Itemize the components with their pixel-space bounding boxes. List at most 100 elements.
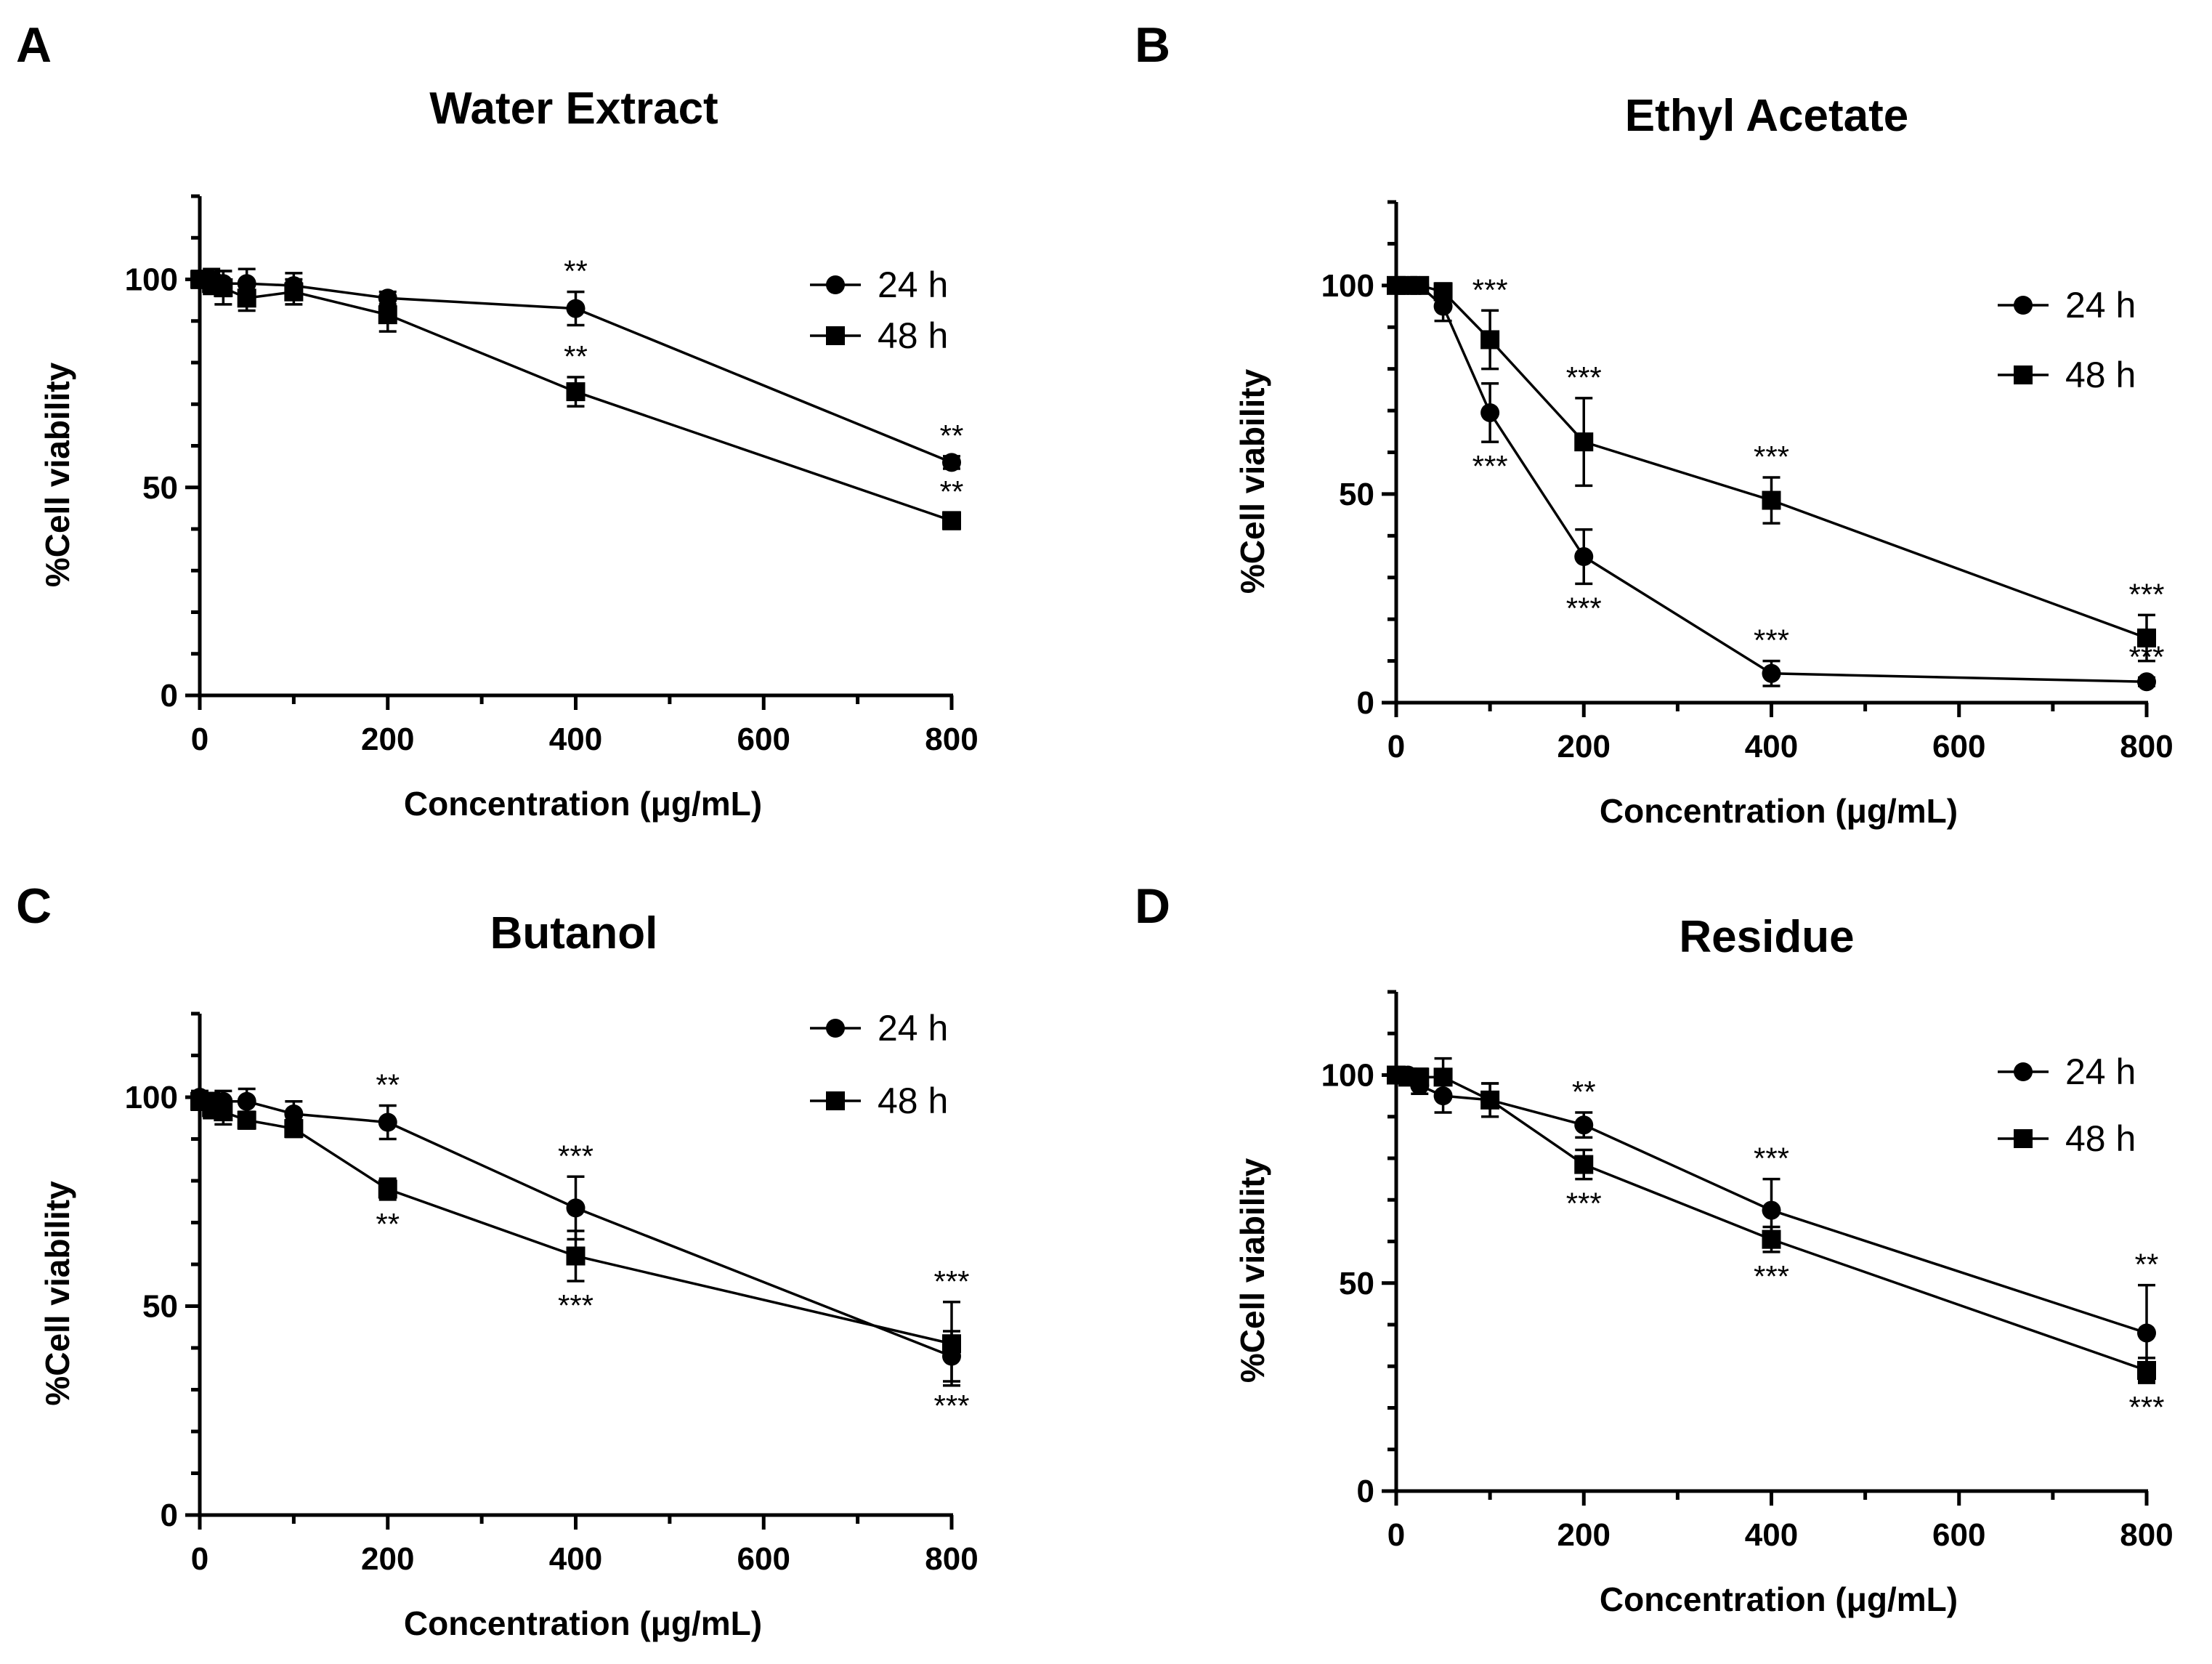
data-point-square [378, 305, 397, 325]
data-point-square [2137, 1360, 2156, 1380]
y-tick-label: 0 [161, 1498, 178, 1533]
panel-b: B Ethyl Acetate 0 50 100 0 200 400 600 800 Concent… [1135, 17, 2173, 830]
data-point-square [1433, 282, 1453, 302]
data-point-circle [566, 299, 586, 318]
y-tick-label: 50 [142, 1289, 178, 1325]
legend-marker-square [2014, 365, 2033, 384]
y-tick-label: 0 [1357, 1474, 1374, 1509]
legend-marker-circle [2014, 296, 2033, 315]
series-24h: *******24 h [1387, 1051, 2159, 1383]
significance-label: *** [1754, 623, 1789, 658]
x-tick-label: 600 [1932, 729, 1985, 764]
significance-label: *** [1754, 440, 1789, 474]
x-tick-label: 0 [1387, 1517, 1405, 1553]
legend-marker-square [826, 1091, 845, 1110]
y-axis-label: %Cell viability [39, 1181, 76, 1406]
panel-letter: C [16, 879, 52, 934]
data-point-square [1574, 432, 1594, 452]
x-tick-label: 800 [2120, 729, 2173, 764]
significance-label: *** [1472, 449, 1508, 483]
legend-label: 48 h [878, 1081, 948, 1121]
panel-d: D Residue 0 50 100 0 200 400 600 800 Concentration… [1135, 879, 2173, 1618]
x-axis-label: Concentration (μg/mL) [1600, 792, 1958, 830]
data-point-circle [566, 1198, 586, 1218]
series-24h: ********24 h [190, 1008, 970, 1423]
data-point-square [2137, 629, 2156, 648]
data-point-square [566, 382, 586, 402]
data-point-circle [2137, 672, 2156, 692]
y-tick-label: 50 [142, 470, 178, 506]
data-point-square [1480, 1090, 1500, 1110]
x-axis-label: Concentration (μg/mL) [1600, 1580, 1958, 1618]
data-point-circle [2137, 1323, 2156, 1343]
data-point-circle [284, 1104, 304, 1123]
chart-title: Water Extract [429, 84, 718, 134]
significance-label: ** [1572, 1075, 1596, 1109]
data-point-square [1762, 1229, 1781, 1249]
chart-title: Residue [1679, 912, 1854, 962]
x-tick-label: 200 [361, 1541, 414, 1577]
data-point-circle [1480, 403, 1500, 422]
legend-label: 24 h [878, 264, 948, 305]
legend-label: 48 h [2065, 1118, 2136, 1159]
data-point-square [1574, 1155, 1594, 1174]
panel-letter: A [16, 17, 52, 73]
data-point-circle [237, 274, 256, 294]
x-tick-label: 200 [1557, 729, 1611, 764]
legend-label: 48 h [2065, 355, 2136, 395]
significance-label: *** [933, 1264, 969, 1299]
x-tick-label: 600 [737, 722, 790, 757]
data-point-circle [1574, 547, 1594, 567]
x-tick-label: 0 [191, 722, 208, 757]
data-point-circle [1762, 663, 1781, 683]
chart-title: Butanol [490, 908, 658, 958]
significance-label: *** [558, 1288, 593, 1322]
significance-label: *** [1754, 1259, 1789, 1293]
significance-label: ** [376, 1068, 400, 1102]
significance-label: *** [933, 1389, 969, 1423]
data-point-square [378, 1179, 397, 1199]
significance-label: ** [376, 1207, 400, 1241]
data-point-square [1410, 275, 1430, 295]
panel-letter: B [1135, 17, 1170, 73]
legend-label: 24 h [2065, 1051, 2136, 1092]
x-tick-label: 800 [925, 722, 978, 757]
significance-label: *** [1754, 1142, 1789, 1176]
data-point-circle [942, 453, 961, 472]
significance-label: ** [2135, 1248, 2159, 1282]
x-tick-label: 200 [1557, 1517, 1611, 1553]
panel-letter: D [1135, 879, 1170, 934]
x-tick-label: 400 [1745, 1517, 1798, 1553]
data-point-circle [1574, 1115, 1594, 1135]
data-point-square [284, 282, 304, 302]
panel-a: A Water Extract 0 50 100 0 200 400 600 800 Concent… [16, 17, 979, 823]
data-point-square [942, 511, 961, 530]
data-point-square [1433, 1067, 1453, 1087]
x-tick-label: 0 [191, 1541, 208, 1577]
data-point-square [566, 1246, 586, 1266]
data-point-square [942, 1334, 961, 1354]
legend-label: 24 h [878, 1008, 948, 1049]
x-tick-label: 800 [925, 1541, 978, 1577]
data-point-circle [237, 1091, 256, 1111]
x-tick-label: 400 [549, 722, 602, 757]
x-tick-label: 200 [361, 722, 414, 757]
y-axis-label: %Cell viability [1233, 368, 1271, 594]
significance-label: ** [940, 474, 964, 509]
x-tick-label: 400 [549, 1541, 602, 1577]
legend-marker-circle [826, 1019, 845, 1038]
data-point-square [1762, 490, 1781, 510]
x-axis-label: Concentration (μg/mL) [404, 785, 762, 823]
y-tick-label: 100 [1321, 268, 1374, 304]
data-point-circle [1433, 296, 1453, 316]
x-axis-label: Concentration (μg/mL) [404, 1604, 762, 1642]
x-tick-label: 800 [2120, 1517, 2173, 1553]
legend-marker-square [2014, 1129, 2033, 1148]
significance-label: ** [564, 339, 588, 373]
legend-marker-square [826, 326, 845, 345]
y-tick-label: 50 [1339, 1266, 1374, 1301]
significance-label: *** [2128, 1390, 2164, 1424]
y-tick-label: 0 [161, 678, 178, 714]
significance-label: *** [1566, 591, 1602, 625]
